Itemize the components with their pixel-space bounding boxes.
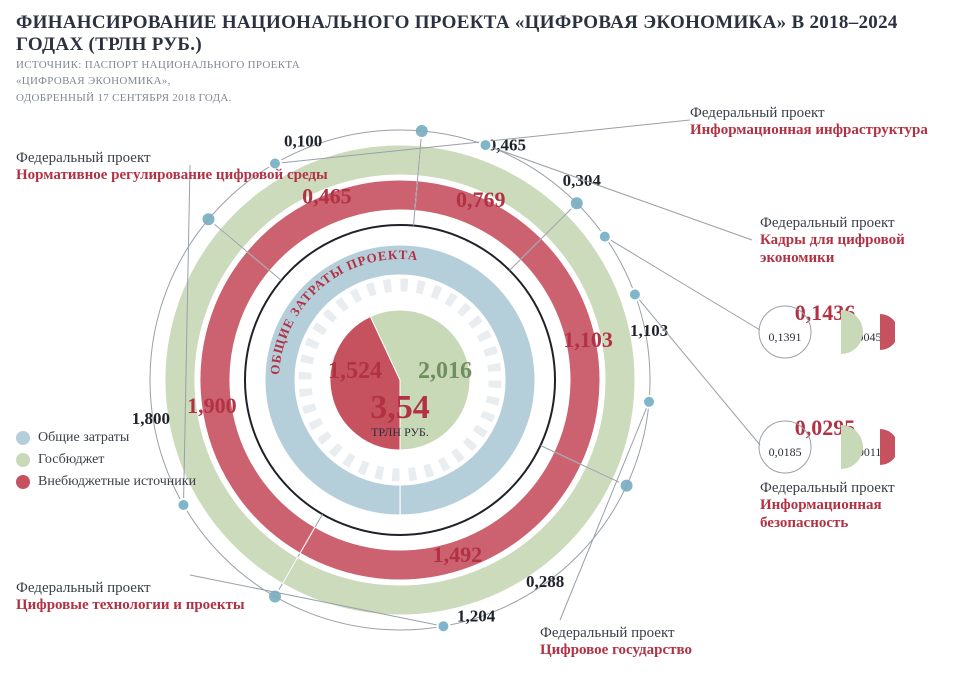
svg-text:0,288: 0,288 (526, 572, 564, 591)
svg-text:1,204: 1,204 (457, 606, 496, 625)
legend-swatch-extra (16, 475, 30, 489)
legend-label: Общие затраты (38, 430, 129, 446)
mini-chart-kadry: 0,1436 0,13910,0045 (745, 300, 905, 345)
svg-text:1,524: 1,524 (328, 358, 382, 384)
svg-text:0,465: 0,465 (488, 136, 526, 155)
svg-text:0,100: 0,100 (284, 131, 322, 150)
svg-text:ТРЛН РУБ.: ТРЛН РУБ. (371, 425, 429, 439)
svg-text:1,900: 1,900 (187, 393, 237, 418)
chart-stage: 1,800 1,900 0,100 0,465 0,465 0,769 1,103 1,103… (0, 0, 968, 681)
callout-tech: Федеральный проектЦифровые технологии и … (16, 580, 245, 615)
svg-text:1,103: 1,103 (630, 321, 668, 340)
legend-swatch-total (16, 431, 30, 445)
svg-text:3,54: 3,54 (370, 389, 430, 426)
callout-name: Цифровые технологии и проекты (16, 597, 245, 614)
svg-text:0,304: 0,304 (563, 171, 602, 190)
callout-lead: Федеральный проект (540, 625, 692, 642)
legend-label: Госбюджет (38, 452, 104, 468)
callout-lead: Федеральный проект (16, 150, 328, 167)
callout-kadry: Федеральный проектКадры для цифровой эко… (760, 215, 968, 267)
callout-name: Цифровое государство (540, 642, 692, 659)
callout-infosec: Федеральный проектИнформационная безопас… (760, 480, 968, 532)
legend-label: Внебюджетные источники (38, 474, 196, 490)
legend: Общие затраты Госбюджет Внебюджетные ист… (16, 430, 196, 496)
callout-gov: Федеральный проектЦифровое государство (540, 625, 692, 660)
callout-name: Нормативное регулирование цифровой среды (16, 167, 328, 184)
callout-name: Информационная инфраструктура (690, 122, 928, 139)
svg-text:1,492: 1,492 (433, 542, 483, 567)
svg-text:1,800: 1,800 (132, 409, 170, 428)
svg-text:0,769: 0,769 (456, 187, 506, 212)
svg-text:0,465: 0,465 (302, 184, 352, 209)
svg-text:2,016: 2,016 (418, 358, 472, 384)
callout-infra: Федеральный проектИнформационная инфраст… (690, 105, 928, 140)
callout-norm: Федеральный проектНормативное регулирова… (16, 150, 328, 185)
legend-swatch-budget (16, 453, 30, 467)
mini-chart-infosec: 0,0295 0,01850,0011 (745, 415, 905, 460)
callout-lead: Федеральный проект (760, 215, 968, 232)
callout-lead: Федеральный проект (16, 580, 245, 597)
callout-name: Кадры для цифровой экономики (760, 232, 968, 267)
svg-text:1,103: 1,103 (563, 327, 613, 352)
callout-lead: Федеральный проект (690, 105, 928, 122)
